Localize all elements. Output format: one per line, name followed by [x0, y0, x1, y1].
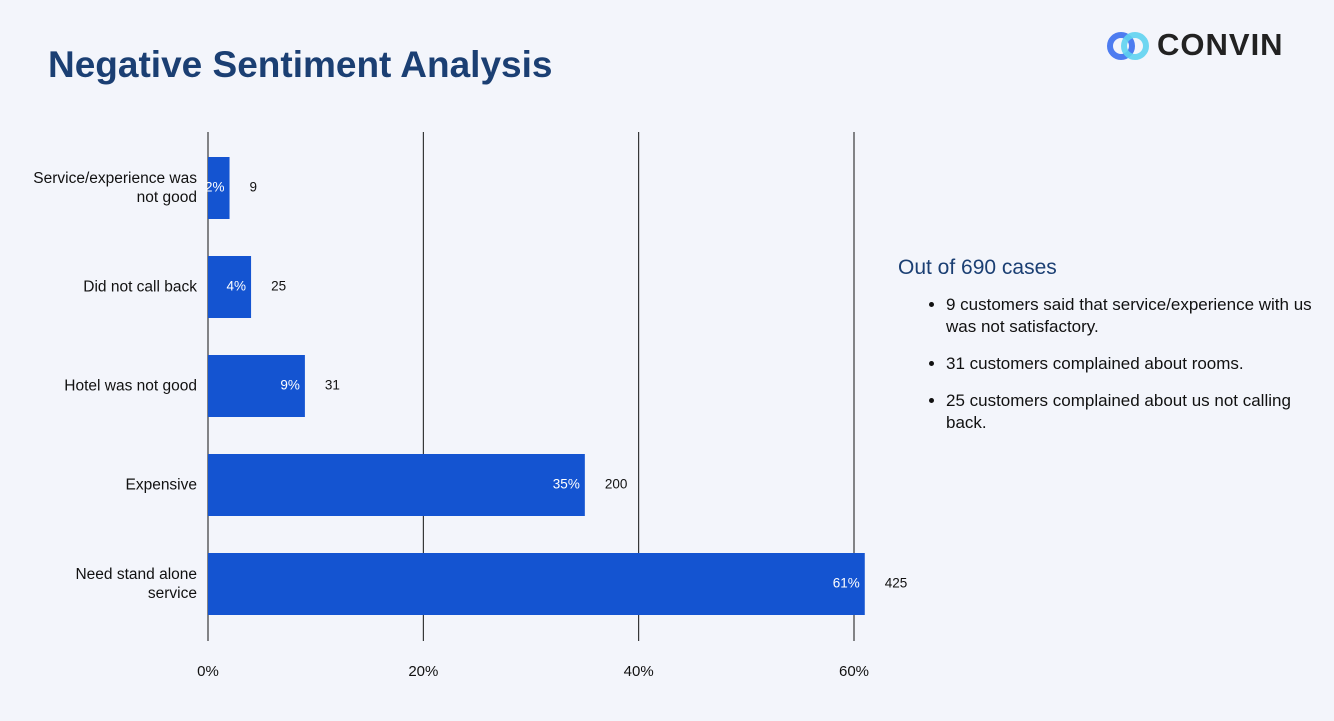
count-label: 200: [605, 477, 628, 492]
data-label: 9%: [280, 378, 300, 393]
y-tick-label: Hotel was not good: [64, 377, 197, 395]
x-tick-label: 20%: [408, 663, 438, 680]
y-tick-label: Need stand alone service: [75, 566, 197, 602]
x-tick-label: 60%: [839, 663, 869, 680]
summary-bullet: 9 customers said that service/experience…: [946, 294, 1318, 338]
data-label: 2%: [205, 180, 225, 195]
summary-heading: Out of 690 cases: [898, 256, 1057, 279]
count-label: 31: [325, 378, 340, 393]
bar: [208, 256, 252, 318]
summary-bullet: 25 customers complained about us not cal…: [946, 390, 1318, 434]
count-label: 25: [271, 279, 286, 294]
data-label: 35%: [553, 477, 580, 492]
y-tick-label: Expensive: [125, 476, 197, 494]
summary-bullet: 31 customers complained about rooms.: [946, 353, 1318, 375]
x-tick-label: 0%: [197, 663, 219, 680]
bar: [208, 553, 865, 615]
logo-icon: [1107, 32, 1149, 60]
summary-list: 9 customers said that service/experience…: [898, 294, 1318, 434]
y-tick-label: Did not call back: [83, 278, 197, 296]
data-label: 4%: [227, 279, 247, 294]
x-tick-label: 40%: [624, 663, 654, 680]
chart-title: Negative Sentiment Analysis: [48, 44, 553, 85]
summary-panel: Out of 690 cases 9 customers said that s…: [898, 256, 1318, 449]
count-label: 425: [885, 576, 908, 591]
count-label: 9: [250, 180, 258, 195]
data-label: 61%: [833, 576, 860, 591]
bar: [208, 157, 230, 219]
logo-text: CONVIN: [1157, 27, 1284, 62]
bar: [208, 454, 585, 516]
bar: [208, 355, 305, 417]
y-tick-label: Service/experience was not good: [33, 170, 197, 206]
